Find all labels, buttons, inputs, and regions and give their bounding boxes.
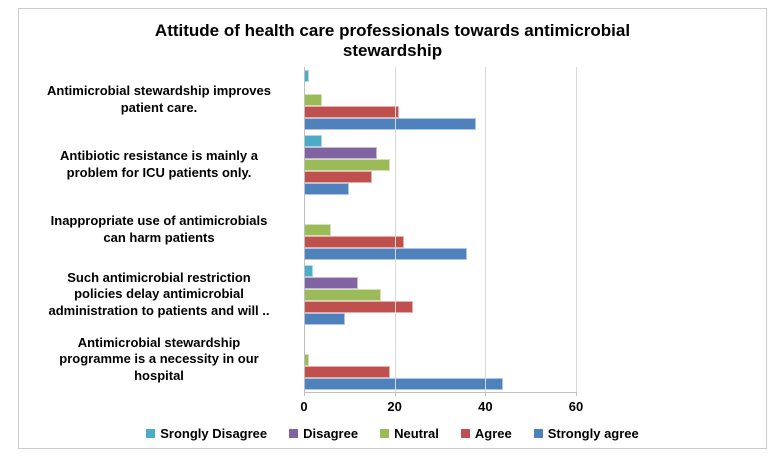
bar-agree	[304, 300, 413, 313]
bar-srongly-disagree	[304, 134, 323, 147]
bar-slot	[304, 212, 576, 224]
chart-container: Attitude of health care professionals to…	[18, 8, 767, 449]
x-axis: 0 20 40 60	[300, 399, 583, 415]
legend-swatch	[380, 429, 390, 438]
category-label: Inappropriate use of antimicrobials can …	[50, 213, 268, 245]
legend-label: Srongly Disagree	[160, 426, 268, 441]
category-axis-labels: Antimicrobial stewardship improves patie…	[21, 67, 297, 392]
legend-item-disagree: Disagree	[289, 426, 358, 441]
legend-item-strongly-agree: Strongly agree	[533, 426, 639, 441]
category-row	[304, 327, 576, 392]
bar-slot	[304, 247, 576, 260]
category-label: Antimicrobial stewardship improves patie…	[47, 83, 271, 115]
bar-agree	[304, 235, 404, 248]
bar-strongly-agree	[304, 377, 504, 390]
category-row	[304, 67, 576, 132]
bar-agree	[304, 170, 372, 183]
bar-slot	[304, 105, 576, 118]
bar-neutral	[304, 288, 382, 301]
bar-slot	[304, 69, 576, 82]
bar-slot	[304, 223, 576, 236]
bar-neutral	[304, 158, 391, 171]
bar-slot	[304, 300, 576, 313]
legend-swatch	[146, 429, 156, 438]
category-label: Such antimicrobial restriction policies …	[48, 270, 270, 318]
category-row	[304, 132, 576, 197]
bar-slot	[304, 117, 576, 130]
bar-neutral	[304, 223, 332, 236]
legend-swatch	[289, 429, 299, 438]
x-tick-label: 60	[568, 399, 584, 414]
gridline	[304, 67, 305, 392]
legend-item-srongly-disagree: Srongly Disagree	[146, 426, 267, 441]
bar-slot	[304, 200, 576, 212]
legend-label: Strongly agree	[547, 426, 639, 441]
x-tick-label: 20	[387, 399, 402, 414]
bar-slot	[304, 182, 576, 195]
legend-label: Disagree	[303, 426, 359, 441]
axis-tickmark	[394, 392, 396, 396]
bar-disagree	[304, 146, 377, 159]
bar-slot	[304, 276, 576, 289]
axis-tickmark	[576, 392, 577, 396]
category-label: Antibiotic resistance is mainly a proble…	[60, 148, 258, 180]
bar-slot	[304, 353, 576, 366]
x-tick-label: 40	[478, 399, 493, 414]
legend-swatch	[533, 429, 543, 438]
bar-rows	[304, 67, 576, 392]
bar-slot	[304, 264, 576, 277]
bar-srongly-disagree	[304, 264, 314, 277]
bar-slot	[304, 288, 576, 301]
axis-tickmark	[485, 392, 487, 396]
bar-slot	[304, 170, 576, 183]
legend-label: Agree	[474, 426, 512, 441]
bar-slot	[304, 365, 576, 378]
bar-strongly-agree	[304, 312, 345, 325]
bar-slot	[304, 158, 576, 171]
legend-item-neutral: Neutral	[380, 426, 439, 441]
gridline	[576, 67, 577, 392]
legend-item-agree: Agree	[460, 426, 512, 441]
bar-slot	[304, 82, 576, 94]
bar-slot	[304, 377, 576, 390]
legend-swatch	[460, 429, 470, 438]
axis-tickmark	[304, 392, 305, 396]
bar-slot	[304, 146, 576, 159]
bar-slot	[304, 312, 576, 325]
bar-agree	[304, 365, 391, 378]
bar-slot	[304, 342, 576, 354]
bar-slot	[304, 93, 576, 106]
legend-label: Neutral	[394, 426, 439, 441]
category-row	[304, 197, 576, 262]
bar-slot	[304, 235, 576, 248]
bar-strongly-agree	[304, 247, 468, 260]
bar-slot	[304, 134, 576, 147]
plot-area	[304, 67, 577, 396]
gridline	[485, 67, 487, 392]
bar-neutral	[304, 93, 323, 106]
gridline	[394, 67, 396, 392]
bar-strongly-agree	[304, 182, 350, 195]
chart-title: Attitude of health care professionals to…	[154, 21, 631, 61]
bar-agree	[304, 105, 400, 118]
bar-strongly-agree	[304, 117, 477, 130]
bar-disagree	[304, 276, 359, 289]
legend: Srongly Disagree Disagree Neutral Agree Stro…	[19, 426, 766, 441]
category-label: Antimicrobial stewardship programme is a…	[59, 335, 259, 383]
x-tick-label: 0	[300, 399, 308, 414]
bar-slot	[304, 330, 576, 342]
category-row	[304, 262, 576, 327]
